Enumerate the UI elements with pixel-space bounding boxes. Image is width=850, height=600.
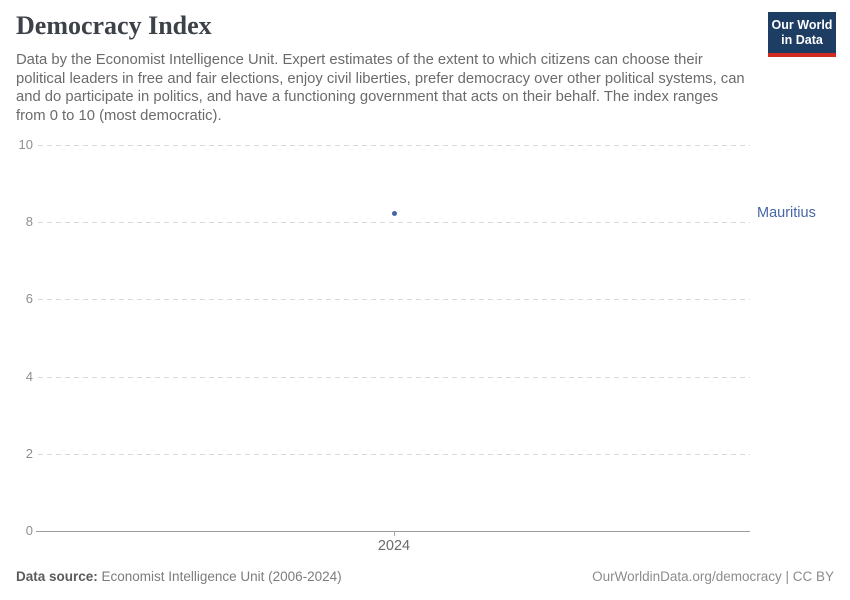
- subtitle-line: political leaders in free and fair elect…: [16, 70, 745, 87]
- data-source-note: Data source: Economist Intelligence Unit…: [16, 569, 342, 584]
- data-point-mauritius[interactable]: [391, 210, 397, 216]
- gridline: [38, 453, 750, 455]
- gridline: [38, 376, 750, 378]
- y-axis-tick-label: 6: [25, 291, 33, 307]
- chart-subtitle: Data by the Economist Intelligence Unit.…: [16, 51, 764, 126]
- attribution-separator: |: [781, 569, 793, 584]
- gridline: [38, 145, 750, 146]
- data-source-label: Data source:: [16, 569, 98, 584]
- subtitle-line: from 0 to 10 (most democratic).: [16, 108, 222, 125]
- owid-logo-line1: Our World: [771, 18, 833, 32]
- x-axis-tick-label: 2024: [377, 538, 411, 554]
- subtitle-line: Data by the Economist Intelligence Unit.…: [16, 52, 703, 68]
- y-axis-tick-label: 4: [25, 368, 33, 384]
- y-axis-tick-label: 0: [25, 523, 33, 538]
- subtitle-line: and do participate in politics, and have…: [16, 89, 719, 106]
- x-axis-tick: [394, 531, 395, 536]
- license-label: CC BY: [792, 569, 834, 584]
- page-title: Democracy Index: [16, 11, 212, 40]
- owid-logo-line2: in Data: [781, 33, 823, 47]
- data-source-value: Economist Intelligence Unit (2006-2024): [97, 569, 342, 584]
- attribution-link[interactable]: OurWorldinData.org/democracy: [592, 569, 782, 584]
- owid-logo[interactable]: Our World in Data: [768, 12, 836, 57]
- y-axis-tick-label: 10: [18, 137, 33, 152]
- gridline: [38, 222, 750, 224]
- attribution: OurWorldinData.org/democracy | CC BY: [592, 569, 834, 584]
- y-axis-tick-label: 8: [25, 214, 33, 230]
- y-axis-tick-label: 2: [25, 445, 33, 461]
- x-axis-line: [36, 531, 750, 532]
- gridline: [38, 299, 750, 301]
- entity-label-mauritius[interactable]: Mauritius: [757, 205, 816, 222]
